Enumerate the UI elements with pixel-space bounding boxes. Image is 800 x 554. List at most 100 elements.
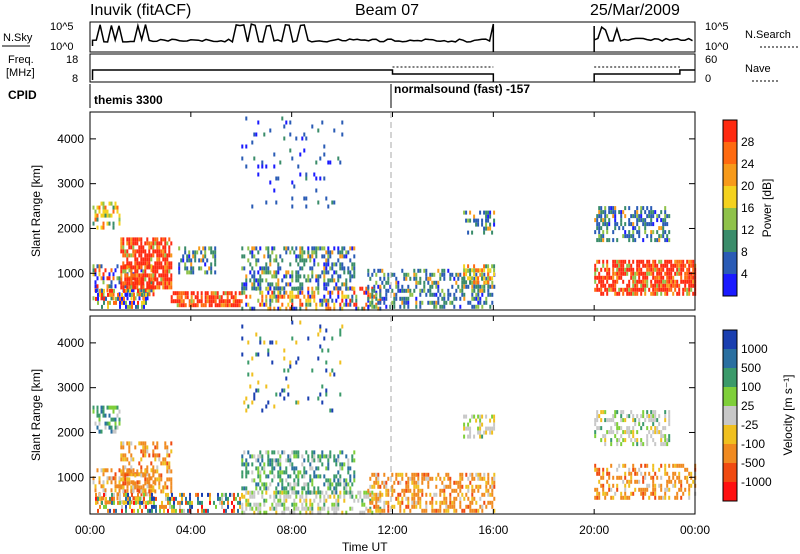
range-gate-cell — [393, 296, 396, 301]
range-gate-cell — [449, 496, 452, 501]
range-gate-cell — [656, 426, 659, 431]
range-gate-cell — [142, 249, 145, 254]
range-gate-cell — [126, 257, 129, 262]
range-gate-cell — [680, 267, 683, 272]
range-gate-cell — [437, 508, 440, 513]
range-gate-cell — [134, 481, 137, 486]
range-gate-cell — [620, 287, 623, 292]
range-gate-cell — [656, 275, 659, 280]
range-gate-cell — [261, 408, 264, 413]
velocity-colorbar-label: Velocity [m s⁻¹] — [781, 374, 795, 455]
range-gate-cell — [431, 292, 434, 297]
range-gate-cell — [636, 471, 639, 476]
range-gate-cell — [148, 477, 151, 482]
range-gate-cell — [688, 495, 691, 500]
range-gate-cell — [309, 266, 312, 271]
range-gate-cell — [138, 296, 141, 301]
range-gate-cell — [170, 299, 173, 304]
range-gate-cell — [134, 473, 137, 478]
range-gate-cell — [415, 504, 418, 509]
range-gate-cell — [628, 471, 631, 476]
range-gate-cell — [156, 477, 159, 482]
range-gate-cell — [156, 445, 159, 450]
range-gate-cell — [427, 280, 430, 285]
range-gate-cell — [297, 286, 300, 291]
range-gate-cell — [652, 483, 655, 488]
range-gate-cell — [138, 245, 141, 250]
range-gate-cell — [181, 500, 183, 505]
range-gate-cell — [664, 271, 667, 276]
range-gate-cell — [146, 445, 149, 450]
range-gate-cell — [140, 285, 143, 290]
range-gate-cell — [108, 213, 111, 218]
range-gate-cell — [658, 214, 661, 219]
range-gate-cell — [96, 276, 99, 281]
range-gate-cell — [600, 267, 603, 272]
range-gate-cell — [158, 261, 161, 266]
range-gate-cell — [160, 249, 163, 254]
range-gate-cell — [109, 496, 111, 501]
range-gate-cell — [387, 276, 390, 281]
range-gate-cell — [397, 284, 400, 289]
range-gate-cell — [297, 506, 300, 511]
range-gate-cell — [227, 500, 229, 505]
range-gate-cell — [265, 450, 268, 455]
range-gate-cell — [307, 298, 310, 303]
range-gate-cell — [143, 496, 145, 501]
range-gate-cell — [257, 120, 260, 125]
range-gate-cell — [228, 303, 231, 308]
range-gate-cell — [214, 303, 217, 308]
range-gate-cell — [156, 281, 159, 286]
range-gate-cell — [652, 283, 655, 288]
range-gate-cell — [140, 253, 143, 258]
range-gate-cell — [108, 272, 111, 277]
range-gate-cell — [146, 241, 149, 246]
range-gate-cell — [373, 504, 376, 509]
range-gate-cell — [642, 206, 645, 211]
range-gate-cell — [327, 506, 330, 511]
range-gate-cell — [407, 504, 410, 509]
range-gate-cell — [614, 226, 617, 231]
range-gate-cell — [650, 210, 653, 215]
range-gate-cell — [317, 510, 320, 515]
range-gate-cell — [103, 296, 105, 301]
range-gate-cell — [150, 257, 153, 262]
range-gate-cell — [638, 467, 641, 472]
range-gate-cell — [606, 471, 609, 476]
range-gate-cell — [327, 462, 330, 467]
x-axis-label: Time UT — [342, 540, 388, 554]
range-gate-cell — [371, 304, 374, 309]
range-gate-cell — [148, 265, 151, 270]
range-gate-cell — [265, 474, 268, 479]
range-gate-cell — [670, 259, 673, 264]
range-gate-cell — [345, 486, 348, 491]
range-gate-cell — [160, 273, 163, 278]
range-gate-cell — [138, 277, 141, 282]
range-gate-cell — [431, 300, 434, 305]
range-gate-cell — [180, 303, 183, 308]
range-gate-cell — [325, 258, 328, 263]
range-gate-cell — [367, 296, 370, 301]
range-gate-cell — [463, 272, 466, 277]
range-gate-cell — [168, 281, 171, 286]
range-gate-cell — [481, 504, 484, 509]
range-gate-cell — [123, 500, 125, 505]
range-gate-cell — [485, 276, 488, 281]
range-gate-cell — [604, 418, 607, 423]
range-gate-cell — [243, 290, 246, 295]
range-gate-cell — [137, 288, 139, 293]
range-gate-cell — [626, 430, 629, 435]
range-gate-cell — [626, 495, 629, 500]
range-gate-cell — [204, 246, 207, 251]
range-gate-cell — [253, 274, 256, 279]
range-gate-cell — [122, 237, 125, 242]
range-gate-cell — [395, 292, 398, 297]
range-gate-cell — [293, 306, 296, 311]
range-gate-cell — [325, 302, 328, 307]
range-gate-cell — [269, 258, 272, 263]
range-gate-cell — [674, 287, 677, 292]
range-gate-cell — [138, 253, 141, 258]
range-gate-cell — [148, 241, 151, 246]
range-gate-cell — [485, 264, 488, 269]
range-gate-cell — [473, 218, 476, 223]
